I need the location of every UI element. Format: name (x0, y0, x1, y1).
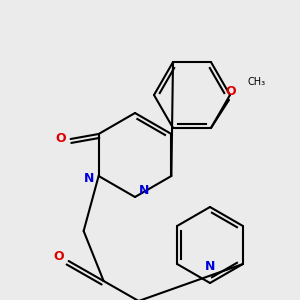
Text: N: N (144, 299, 154, 300)
Text: N: N (139, 184, 149, 197)
Text: CH₃: CH₃ (247, 77, 265, 87)
Text: O: O (53, 250, 64, 262)
Text: N: N (84, 172, 94, 184)
Text: O: O (226, 85, 236, 98)
Text: O: O (55, 133, 66, 146)
Text: N: N (205, 260, 215, 273)
